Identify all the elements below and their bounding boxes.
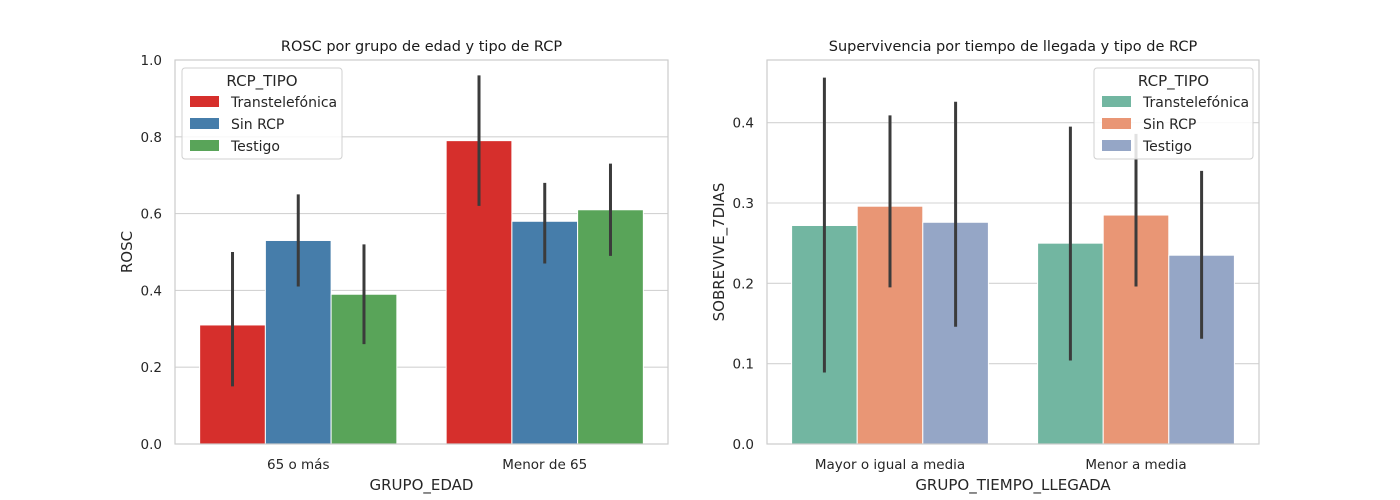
legend-swatch — [190, 96, 219, 107]
y-tick-label: 1.0 — [141, 53, 162, 69]
x-tick-label: Menor a media — [1085, 457, 1186, 473]
y-tick-label: 0.3 — [733, 196, 754, 212]
y-tick-label: 0.6 — [141, 207, 162, 223]
y-tick-label: 0.0 — [733, 437, 754, 453]
legend-label: Testigo — [1142, 139, 1192, 155]
legend-title: RCP_TIPO — [226, 72, 297, 91]
y-tick-label: 0.2 — [141, 360, 162, 376]
chart-title: ROSC por grupo de edad y tipo de RCP — [281, 39, 562, 55]
plot-frame — [766, 59, 1260, 445]
legend-swatch — [190, 140, 219, 151]
plot-frame — [174, 59, 669, 445]
x-tick-label: Mayor o igual a media — [815, 457, 965, 473]
legend-title: RCP_TIPO — [1138, 72, 1209, 91]
legend-label: Sin RCP — [1143, 117, 1196, 133]
x-axis-label: GRUPO_EDAD — [370, 476, 474, 495]
legend-label: Transtelefónica — [230, 95, 337, 111]
x-tick-label: Menor de 65 — [502, 457, 587, 473]
legend: RCP_TIPO Transtelefónica Sin RCP Testigo — [1093, 67, 1254, 160]
y-tick-label: 0.2 — [733, 276, 754, 292]
x-tick-label: 65 o más — [267, 457, 329, 473]
legend-swatch — [190, 118, 219, 129]
x-axis-label: GRUPO_TIEMPO_LLEGADA — [915, 476, 1111, 495]
y-axis-label: SOBREVIVE_7DIAS — [710, 183, 729, 322]
y-tick-label: 0.0 — [141, 437, 162, 453]
legend-label: Sin RCP — [231, 117, 284, 133]
y-tick-label: 0.8 — [141, 130, 162, 146]
y-tick-label: 0.4 — [141, 283, 162, 299]
legend-swatch — [1102, 140, 1131, 151]
y-tick-label: 0.4 — [733, 116, 754, 132]
legend-label: Transtelefónica — [1142, 95, 1249, 111]
chart-panel-1: 0.0 0.2 0.4 0.6 0.8 1.0 65 o más Menor de 65 ROS… — [118, 39, 669, 495]
legend-box — [1093, 67, 1254, 160]
legend-swatch — [1102, 96, 1131, 107]
chart-title: Supervivencia por tiempo de llegada y ti… — [829, 39, 1198, 55]
y-axis-label: ROSC — [118, 231, 136, 273]
legend: RCP_TIPO Transtelefónica Sin RCP Testigo — [181, 67, 343, 160]
legend-box — [181, 67, 343, 160]
legend-label: Testigo — [230, 139, 280, 155]
chart-panel-2: 0.0 0.1 0.2 0.3 0.4 Mayor o igual a media Meno… — [710, 39, 1260, 495]
y-tick-label: 0.1 — [733, 357, 754, 373]
legend-swatch — [1102, 118, 1131, 129]
